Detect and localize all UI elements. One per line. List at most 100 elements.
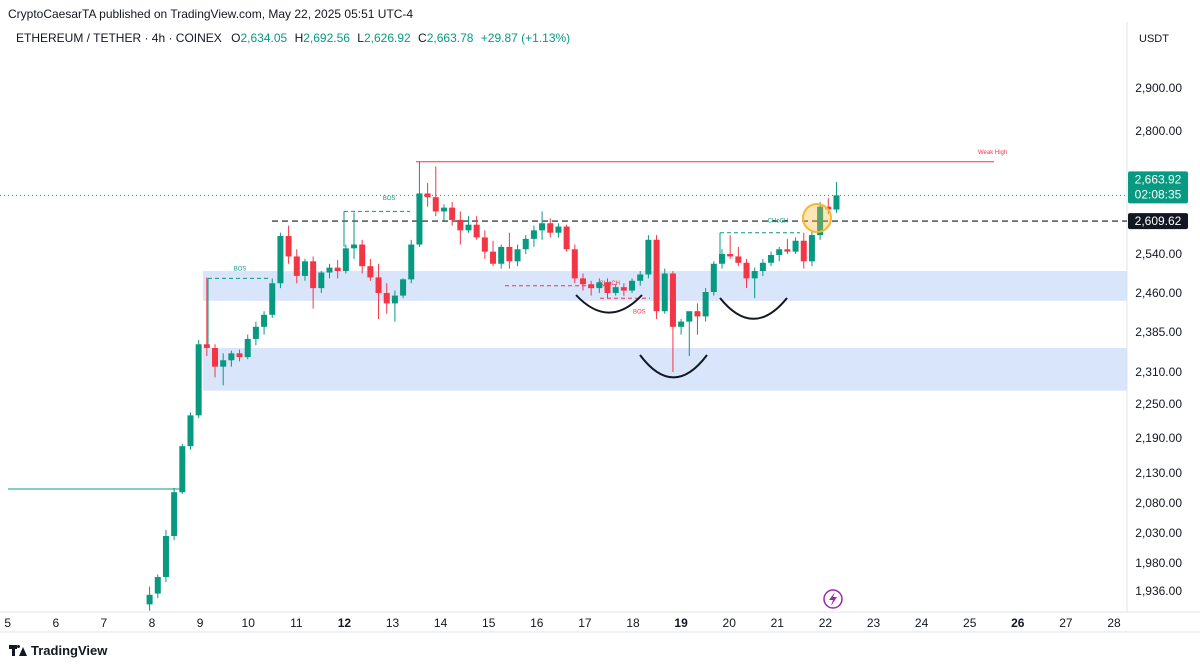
x-tick-label: 16: [530, 616, 544, 630]
candle-body: [481, 237, 488, 252]
y-tick-label: 2,540.00: [1135, 247, 1182, 261]
x-tick-label: 28: [1107, 616, 1121, 630]
y-tick-label: 2,310.00: [1135, 365, 1182, 379]
candle-body: [252, 326, 259, 339]
candle-body: [514, 249, 521, 262]
candle-body: [702, 292, 709, 317]
candle-body: [669, 273, 676, 327]
event-lightning-icon[interactable]: [823, 589, 843, 609]
currency-label[interactable]: USDT: [1139, 33, 1169, 45]
candle-body: [236, 353, 243, 358]
x-tick-label: 14: [434, 616, 448, 630]
candle-body: [359, 244, 366, 267]
tradingview-brand[interactable]: TradingView: [9, 643, 107, 658]
structure-label: BOS: [234, 267, 247, 273]
candle-body: [612, 287, 619, 293]
structure-label: BOS: [633, 309, 646, 315]
candle-body: [261, 314, 268, 327]
candle-body: [620, 287, 627, 291]
symbol-legend: ETHEREUM / TETHER · 4h · COINEX O2,634.0…: [16, 31, 574, 45]
candle-body: [759, 262, 766, 272]
x-tick-label: 12: [338, 616, 352, 630]
candle-body: [637, 274, 644, 281]
change-value: +29.87 (+1.13%): [480, 31, 571, 45]
candle-body: [522, 238, 529, 250]
y-tick-label: 1,936.00: [1135, 584, 1182, 598]
low-value: 2,626.92: [363, 31, 411, 45]
x-tick-label: 23: [867, 616, 881, 630]
tradingview-logo-icon: [9, 645, 27, 656]
candle-body: [228, 353, 235, 361]
x-tick-label: 6: [52, 616, 59, 630]
candle-body: [686, 311, 693, 322]
publisher-line: CryptoCaesarTA published on TradingView.…: [8, 7, 414, 21]
candle-body: [579, 278, 586, 285]
y-tick-label: 2,190.00: [1135, 431, 1182, 445]
y-tick-label: 2,900.00: [1135, 81, 1182, 95]
candle-body: [727, 254, 734, 257]
candle-body: [310, 261, 317, 289]
x-tick-label: 26: [1011, 616, 1025, 630]
candle-body: [604, 282, 611, 293]
countdown-label: 02:08:35: [1135, 187, 1182, 201]
x-tick-label: 10: [242, 616, 256, 630]
candle-body: [293, 256, 300, 276]
candle-body: [203, 344, 210, 348]
candle-body: [784, 249, 791, 252]
x-tick-label: 27: [1059, 616, 1073, 630]
x-tick-label: 8: [149, 616, 156, 630]
candle-body: [440, 207, 447, 212]
lower-demand-zone: [203, 348, 1127, 391]
candle-body: [220, 360, 227, 367]
key-level-label: 2,609.62: [1135, 214, 1182, 228]
candle-body: [449, 207, 456, 220]
x-tick-label: 11: [290, 616, 303, 630]
close-value: 2,663.78: [426, 31, 474, 45]
candle-body: [212, 348, 219, 367]
candle-body: [408, 244, 415, 280]
y-tick-label: 2,385.00: [1135, 325, 1182, 339]
candle-body: [375, 277, 382, 293]
low-label: L: [357, 31, 364, 45]
candle-body: [146, 594, 153, 605]
key-level-badge: [1128, 213, 1188, 230]
candle-body: [277, 236, 284, 284]
y-tick-label: 2,460.00: [1135, 286, 1182, 300]
x-tick-label: 15: [482, 616, 496, 630]
candle-body: [498, 246, 505, 264]
candle-body: [285, 236, 292, 257]
candle-body: [629, 280, 636, 291]
candle-body: [694, 311, 701, 317]
candle-body: [645, 239, 652, 275]
weak-high-label: Weak High: [978, 150, 1007, 156]
candle-body: [187, 415, 194, 447]
candle-body: [416, 193, 423, 245]
x-tick-label: 5: [4, 616, 11, 630]
high-value: 2,692.56: [303, 31, 350, 45]
y-tick-label: 2,030.00: [1135, 526, 1182, 540]
open-value: 2,634.05: [240, 31, 288, 45]
candle-body: [465, 224, 472, 231]
pattern-arc: [575, 294, 643, 314]
symbol-title: ETHEREUM / TETHER · 4h · COINEX: [16, 31, 222, 45]
candle-body: [571, 249, 578, 279]
candle-body: [391, 295, 398, 304]
structure-label: BOS: [383, 196, 396, 202]
candle-body: [743, 262, 750, 279]
x-tick-label: 17: [578, 616, 592, 630]
candle-body: [195, 344, 202, 416]
x-tick-label: 22: [819, 616, 833, 630]
x-tick-label: 9: [197, 616, 204, 630]
candle-body: [179, 446, 186, 493]
candle-body: [800, 240, 807, 262]
candle-body: [808, 235, 815, 262]
candle-body: [555, 226, 562, 233]
candle-body: [334, 267, 341, 272]
lightning-glyph: [829, 592, 837, 606]
candle-body: [751, 271, 758, 279]
x-tick-label: 18: [626, 616, 640, 630]
candle-body: [473, 224, 480, 238]
brand-text: TradingView: [31, 643, 108, 658]
x-tick-label: 24: [915, 616, 929, 630]
